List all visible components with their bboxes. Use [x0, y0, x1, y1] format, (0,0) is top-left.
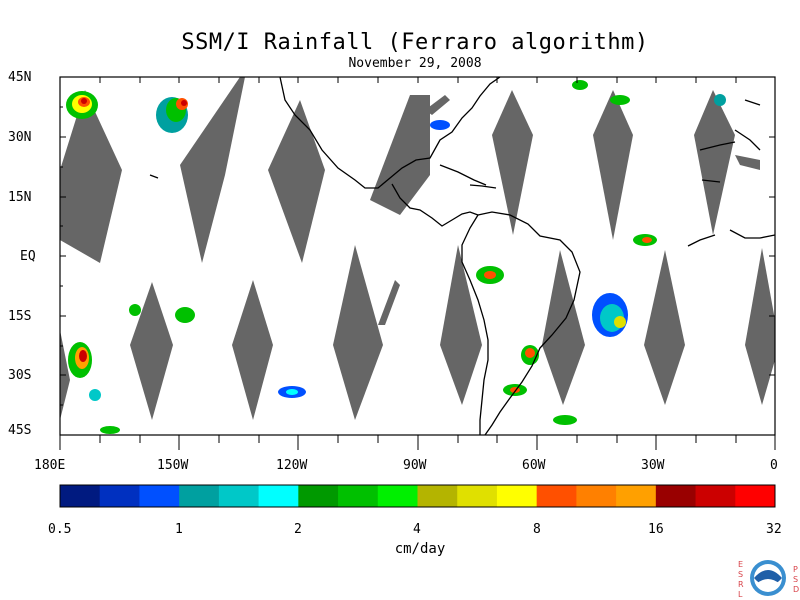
lat-label-45s: 45S [8, 423, 32, 438]
colorbar-swatch-15 [655, 485, 697, 507]
colorbar-label-2: 2 [294, 522, 302, 537]
colorbar-swatch-16 [695, 485, 736, 507]
lat-ticks [60, 76, 775, 406]
colorbar-label-0-5: 0.5 [48, 522, 72, 537]
colorbar-label-16: 16 [648, 522, 664, 537]
lon-label-150w: 150W [157, 458, 189, 473]
lon-label-0: 0 [770, 458, 778, 473]
colorbar-swatch-7 [338, 485, 379, 507]
lon-label-30w: 30W [641, 458, 665, 473]
colorbar-swatch-6 [298, 485, 339, 507]
colorbar-swatch-1 [99, 485, 140, 507]
colorbar-swatch-11 [496, 485, 538, 507]
colorbar-swatch-9 [417, 485, 458, 507]
lon-label-60w: 60W [522, 458, 546, 473]
lat-label-30s: 30S [8, 368, 32, 383]
colorbar-label-4: 4 [413, 522, 421, 537]
lon-label-90w: 90W [403, 458, 427, 473]
colorbar-swatch-13 [576, 485, 617, 507]
lat-label-15n: 15N [8, 190, 32, 205]
colorbar-swatch-8 [377, 485, 418, 507]
colorbar-frame [59, 484, 776, 508]
colorbar-swatch-4 [218, 485, 260, 507]
colorbar-swatch-3 [179, 485, 220, 507]
lat-label-15s: 15S [8, 309, 32, 324]
colorbar-swatch-0 [60, 485, 101, 507]
colorbar-label-8: 8 [533, 522, 541, 537]
lat-label-45n: 45N [8, 70, 32, 85]
lat-label-30n: 30N [8, 130, 32, 145]
colorbar-swatch-14 [616, 485, 657, 507]
noaa-logo [750, 560, 786, 596]
colorbar-swatch-17 [735, 485, 776, 507]
colorbar-swatch-5 [258, 485, 299, 507]
lon-ticks [59, 77, 776, 450]
colorbar [60, 485, 776, 507]
map-date: November 29, 2008 [348, 56, 482, 71]
map-title: SSM/I Rainfall (Ferraro algorithm) [181, 30, 649, 55]
colorbar-swatch-10 [457, 485, 498, 507]
colorbar-swatch-2 [139, 485, 180, 507]
rainfall-cells [66, 80, 726, 434]
no-data-swaths [60, 77, 775, 420]
colorbar-label-32: 32 [766, 522, 782, 537]
lon-label-120w: 120W [276, 458, 308, 473]
lon-label-180e: 180E [34, 458, 66, 473]
lat-label-eq: EQ [20, 249, 36, 264]
colorbar-label-1: 1 [175, 522, 183, 537]
colorbar-swatch-12 [536, 485, 577, 507]
coastlines [149, 77, 775, 435]
colorbar-units: cm/day [394, 541, 446, 557]
